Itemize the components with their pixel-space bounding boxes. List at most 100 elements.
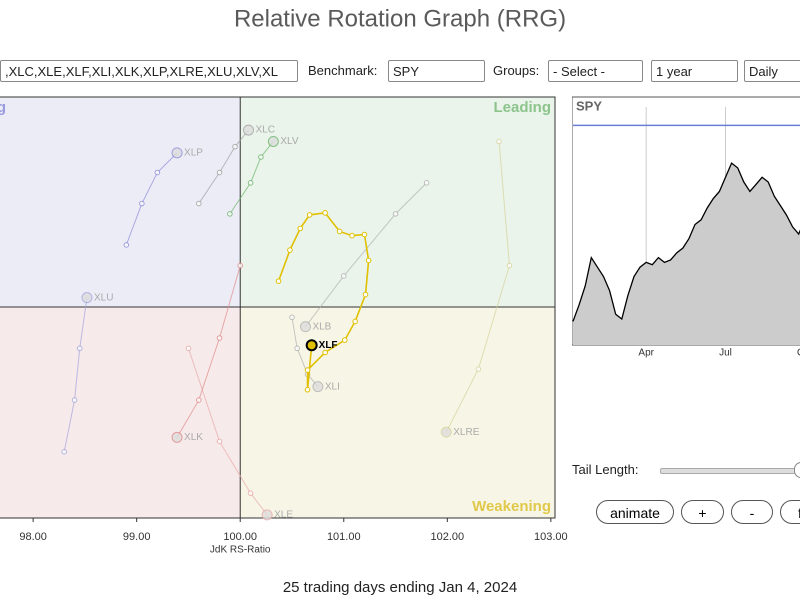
series-label: XLI: [325, 381, 340, 392]
tail-point: [361, 231, 368, 238]
groups-label: Groups:: [493, 63, 540, 78]
tail-point: [61, 448, 67, 455]
tail: [187, 348, 268, 516]
x-tick-label: 101.00: [327, 531, 361, 543]
tail-point: [496, 138, 502, 145]
tail-head: [261, 509, 273, 521]
tail-point: [362, 291, 369, 298]
slider-handle[interactable]: [794, 462, 800, 478]
series-label: XLV: [280, 136, 298, 147]
tail-point: [349, 232, 355, 239]
x-axis-label: JdK RS-Ratio: [210, 545, 271, 556]
minus-button[interactable]: -: [731, 500, 773, 524]
x-tick-label: 102.00: [430, 531, 464, 543]
quadrant-lagging: [0, 306, 241, 518]
tail-point: [139, 200, 145, 207]
tail-head: [267, 135, 279, 147]
tail: [63, 297, 88, 452]
x-tick-label: 99.00: [123, 531, 151, 543]
tail-slider[interactable]: [660, 468, 800, 474]
tail-point: [322, 210, 328, 216]
tail: [305, 182, 427, 327]
tail-point: [287, 247, 293, 253]
symbols-input[interactable]: ,XLC,XLE,XLF,XLI,XLK,XLP,XLRE,XLU,XLV,XL: [0, 60, 298, 82]
tail-head: [305, 339, 318, 352]
tail: [229, 141, 274, 215]
tail-point: [216, 438, 223, 445]
series-label: XLB: [312, 321, 331, 332]
quadrant-improving: [0, 97, 241, 307]
tail-point: [506, 262, 513, 269]
series-label: XLRE: [453, 427, 479, 438]
tail-point: [304, 367, 311, 373]
period-select[interactable]: 1 year: [651, 60, 738, 82]
series-label: XLE: [274, 510, 293, 521]
spy-chart: [572, 96, 800, 346]
tail-point: [423, 180, 430, 186]
x-tick-label: 100.00: [223, 531, 257, 543]
tail-point: [227, 211, 233, 217]
x-tick-label: Apr: [638, 348, 654, 359]
tail-point: [247, 490, 254, 496]
tail-point: [185, 345, 192, 352]
tail-point: [322, 349, 328, 356]
tail-head: [440, 426, 452, 438]
tail: [277, 211, 370, 390]
tail-point: [342, 337, 348, 343]
benchmark-input[interactable]: SPY: [388, 60, 485, 82]
tail-point: [294, 345, 300, 352]
series-label: XLP: [184, 147, 203, 158]
tail-head: [171, 147, 183, 159]
tail-point: [297, 225, 304, 232]
frequency-select[interactable]: Daily: [744, 60, 800, 82]
tail-point: [340, 273, 347, 279]
plot-border: [0, 96, 556, 519]
tail: [445, 141, 510, 433]
tail-point: [216, 169, 223, 176]
quadrant-label: Improving: [0, 99, 6, 116]
tail-point: [275, 278, 282, 284]
tail: [176, 265, 241, 438]
quadrant-label: Leading: [493, 99, 551, 116]
benchmark-label: Benchmark:: [308, 63, 378, 78]
tail-point: [76, 345, 83, 352]
tail-head: [299, 321, 311, 333]
footer: 25 trading days ending Jan 4, 2024: [283, 579, 517, 596]
tail-point: [304, 386, 311, 393]
plus-button[interactable]: +: [681, 500, 724, 524]
tail: [291, 317, 319, 387]
tail-label: Tail Length:: [572, 462, 639, 477]
series-label: XLF: [319, 340, 338, 351]
quadrant-leading: [240, 97, 555, 307]
tail-head: [171, 431, 183, 443]
tail-point: [123, 242, 130, 248]
tail: [125, 152, 178, 246]
spy-title: SPY: [576, 98, 602, 113]
x-tick-label: 103.00: [534, 531, 568, 543]
tail-point: [196, 397, 202, 403]
tail-point: [247, 180, 254, 186]
tail-point: [232, 143, 238, 150]
tail-head: [81, 292, 93, 304]
tail-point: [365, 257, 372, 264]
tail-point: [196, 200, 202, 207]
spy-bg: [572, 96, 800, 346]
tail-point: [392, 211, 399, 217]
x-tick-label: Jul: [719, 348, 732, 359]
quadrant-weakening: [240, 306, 555, 518]
line: [572, 162, 800, 322]
tail-point: [154, 169, 161, 176]
tail-point: [304, 371, 311, 378]
tail-point: [237, 262, 244, 269]
groups-select[interactable]: - Select -: [548, 60, 643, 82]
tail-point: [475, 366, 482, 372]
page-title: Relative Rotation Graph (RRG): [234, 5, 566, 32]
tail-point: [289, 314, 295, 321]
x-tick-label: 98.00: [19, 531, 47, 543]
more-button[interactable]: f: [780, 500, 800, 524]
tail-point: [258, 154, 264, 160]
animate-button[interactable]: animate: [596, 500, 674, 524]
tail-point: [216, 335, 223, 341]
